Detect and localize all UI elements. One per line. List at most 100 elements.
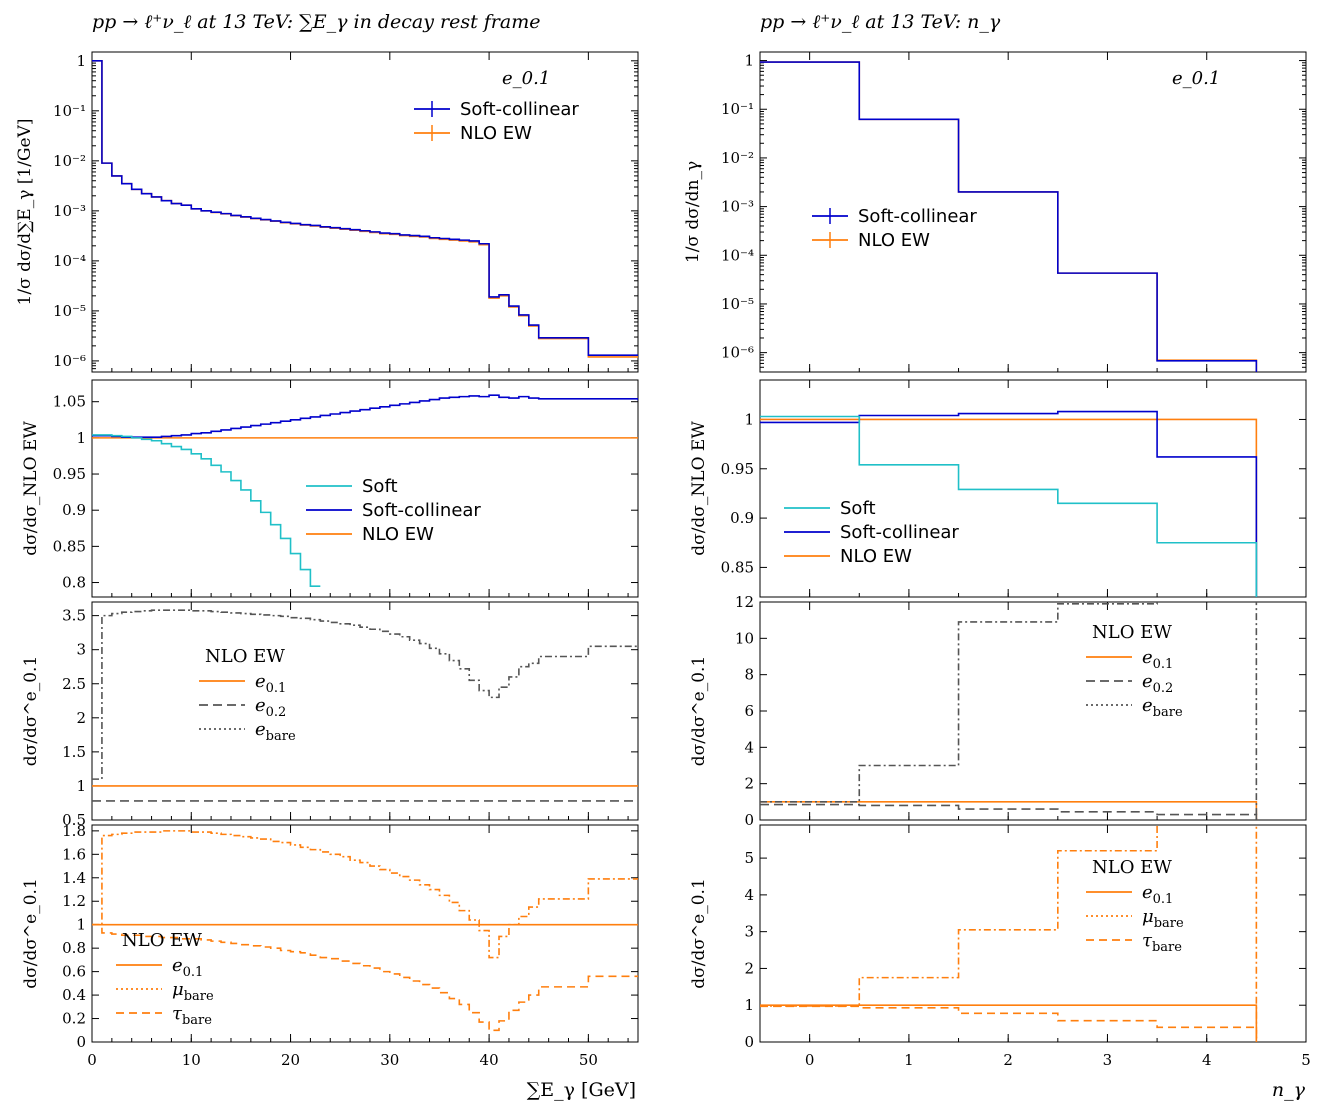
right-main-ytick-label: 1 (744, 52, 754, 70)
left-ratio3-ytick-label: 1.6 (62, 845, 86, 863)
right-main-series-nlo-ew (760, 61, 1258, 372)
left-main-frame (91, 51, 639, 373)
right-ratio3-xtick-label: 5 (1301, 1051, 1311, 1069)
left-ratio1-legend-label: Soft (362, 476, 398, 497)
right-ratio3-xtick-label: 3 (1103, 1051, 1113, 1069)
left-main-ytick-label: 10⁻⁴ (53, 252, 86, 270)
left-ratio3-xtick-label: 0 (87, 1051, 97, 1069)
right-ratio2-ytick-label: 6 (744, 702, 754, 720)
left-top-label: e_0.1 (502, 68, 550, 89)
left-ratio2-y-axis-label: dσ/dσ^e_0.1 (21, 656, 41, 767)
left-ratio2-legend-title: NLO EW (205, 646, 285, 667)
right-ratio3-xtick-label: 0 (805, 1051, 815, 1069)
left-ratio1-ytick-label: 0.8 (62, 574, 86, 592)
right-x-axis-label: n_γ (1272, 1079, 1306, 1101)
left-main-ytick-label: 10⁻¹ (53, 102, 86, 120)
right-ratio2-y-axis-label: dσ/dσ^e_0.1 (689, 656, 709, 767)
left-ratio3-xtick-label: 50 (579, 1051, 598, 1069)
right-main-ytick-label: 10⁻¹ (721, 100, 754, 118)
right-ratio1-legend-label: Soft (840, 498, 876, 519)
left-main-ytick-label: 10⁻³ (53, 202, 86, 220)
left-main-legend-label: Soft-collinear (460, 99, 579, 120)
right-ratio3-xtick-label: 4 (1202, 1051, 1212, 1069)
right-main-legend-label: Soft-collinear (858, 206, 977, 227)
right-ratio1-ytick-label: 0.95 (721, 460, 754, 478)
left-ratio3-series--bare (92, 923, 638, 1032)
left-ratio3-ytick-label: 0.2 (62, 1010, 86, 1028)
right-main-legend-label: NLO EW (858, 230, 930, 251)
left-ratio1-legend-label: Soft-collinear (362, 500, 481, 521)
left-ratio1-ytick-label: 0.95 (53, 465, 86, 483)
left-main-ytick-label: 1 (76, 52, 86, 70)
left-main-ytick-label: 10⁻² (53, 152, 86, 170)
right-ratio3-ytick-label: 4 (744, 886, 754, 904)
right-ratio1-panel: 0.85 0.9 0.95 1 dσ/dσ_NLO EW Soft Soft-colline… (689, 379, 1307, 598)
right-main-ytick-label: 10⁻⁶ (721, 344, 754, 362)
left-ratio3-xtick-label: 20 (281, 1051, 300, 1069)
left-ratio2-legend-label: e0.1 (255, 671, 286, 696)
right-ratio2-ytick-label: 2 (744, 775, 754, 793)
left-title: pp → ℓ⁺ν_ℓ at 13 TeV: ∑E_γ in decay rest… (92, 11, 540, 33)
left-main-series-soft-collinear (92, 60, 638, 357)
left-ratio1-y-axis-label: dσ/dσ_NLO EW (21, 421, 41, 556)
right-ratio2-ytick-label: 8 (744, 666, 754, 684)
left-ratio2-ytick-label: 1.5 (62, 743, 86, 761)
right-ratio2-legend-label: ebare (1142, 695, 1183, 720)
left-ratio3-frame (91, 824, 639, 1043)
left-ratio1-ytick-label: 0.85 (53, 537, 86, 555)
left-ratio1-ytick-label: 1.05 (53, 393, 86, 411)
left-ratio3-xtick-label: 30 (380, 1051, 399, 1069)
left-ratio2-ytick-label: 2.5 (62, 675, 86, 693)
left-ratio2-ytick-label: 0.5 (62, 811, 86, 829)
left-ratio2-legend-label: e0.2 (255, 695, 286, 720)
left-main-ytick-label: 10⁻⁶ (53, 352, 86, 370)
right-ratio1-series-soft (760, 415, 1258, 597)
left-ratio3-xtick-label: 10 (182, 1051, 201, 1069)
left-ratio3-legend-label: μbare (172, 979, 214, 1004)
left-ratio3-legend-label: τbare (172, 1003, 212, 1028)
left-main-panel: 1 10⁻¹ 10⁻² 10⁻³ 10⁻⁴ 10⁻⁵ 10⁻⁶ 1/σ dσ/d∑E_γ [1… (15, 51, 639, 373)
right-main-panel: 1 10⁻¹ 10⁻² 10⁻³ 10⁻⁴ 10⁻⁵ 10⁻⁶ 1/σ dσ/dn_γ Soft… (683, 51, 1307, 373)
right-ratio1-series-nlo-ew (760, 418, 1258, 597)
right-ratio2-frame (759, 601, 1307, 821)
left-ratio3-ytick-label: 0.6 (62, 963, 86, 981)
left-ratio2-legend-label: ebare (255, 719, 296, 744)
left-ratio2-ytick-label: 3 (76, 641, 86, 659)
right-main-ytick-label: 10⁻⁵ (721, 295, 754, 313)
left-ratio1-ytick-label: 1 (76, 429, 86, 447)
left-ratio3-ytick-label: 0.8 (62, 939, 86, 957)
left-ratio3-ytick-label: 1 (76, 916, 86, 934)
right-ratio3-legend-label: μbare (1142, 906, 1184, 931)
right-ratio1-frame (759, 379, 1307, 598)
left-ratio2-ytick-label: 2 (76, 709, 86, 727)
right-ratio2-series-e-bare (760, 602, 1258, 820)
right-ratio2-series-e-0-2 (760, 803, 1258, 820)
right-ratio3-legend-title: NLO EW (1092, 857, 1172, 878)
left-ratio3-ytick-label: 1.8 (62, 822, 86, 840)
left-ratio2-series-e-bare (92, 609, 638, 780)
right-ratio3-frame (759, 824, 1307, 1043)
right-ratio3-ytick-label: 0 (744, 1033, 754, 1051)
right-ratio2-ytick-label: 0 (744, 811, 754, 829)
right-ratio1-series-soft-collinear (760, 410, 1258, 597)
left-ratio1-panel: 0.8 0.85 0.9 0.95 1 1.05 dσ/dσ_NLO EW Soft Soft-… (21, 379, 639, 598)
left-ratio3-panel: 0 0.2 0.4 0.6 0.8 1 1.2 1.4 1.6 1.8 0 10 20 30 40 50 dσ/… (21, 822, 639, 1069)
right-ratio2-legend-label: e0.1 (1142, 647, 1173, 672)
right-ratio1-legend-label: NLO EW (840, 546, 912, 567)
left-ratio3-ytick-label: 0.4 (62, 986, 86, 1004)
left-main-y-axis-label: 1/σ dσ/d∑E_γ [1/GeV] (15, 119, 35, 306)
right-ratio2-legend-title: NLO EW (1092, 622, 1172, 643)
right-ratio1-ytick-label: 1 (744, 410, 754, 428)
left-ratio3-ytick-label: 1.2 (62, 892, 86, 910)
right-ratio3-panel: 0 1 2 3 4 5 0 1 2 3 4 5 dσ/dσ^e_0.1 NLO EW e0.1μbareτb… (689, 824, 1311, 1069)
right-top-label: e_0.1 (1172, 68, 1220, 89)
right-ratio3-ytick-label: 5 (744, 849, 754, 867)
right-ratio3-ytick-label: 3 (744, 923, 754, 941)
right-ratio3-ytick-label: 2 (744, 959, 754, 977)
right-ratio3-legend-label: e0.1 (1142, 882, 1173, 907)
left-ratio2-ytick-label: 1 (76, 777, 86, 795)
right-ratio3-legend-label: τbare (1142, 930, 1182, 955)
left-ratio2-frame (91, 601, 639, 821)
right-main-ytick-label: 10⁻³ (721, 198, 754, 216)
